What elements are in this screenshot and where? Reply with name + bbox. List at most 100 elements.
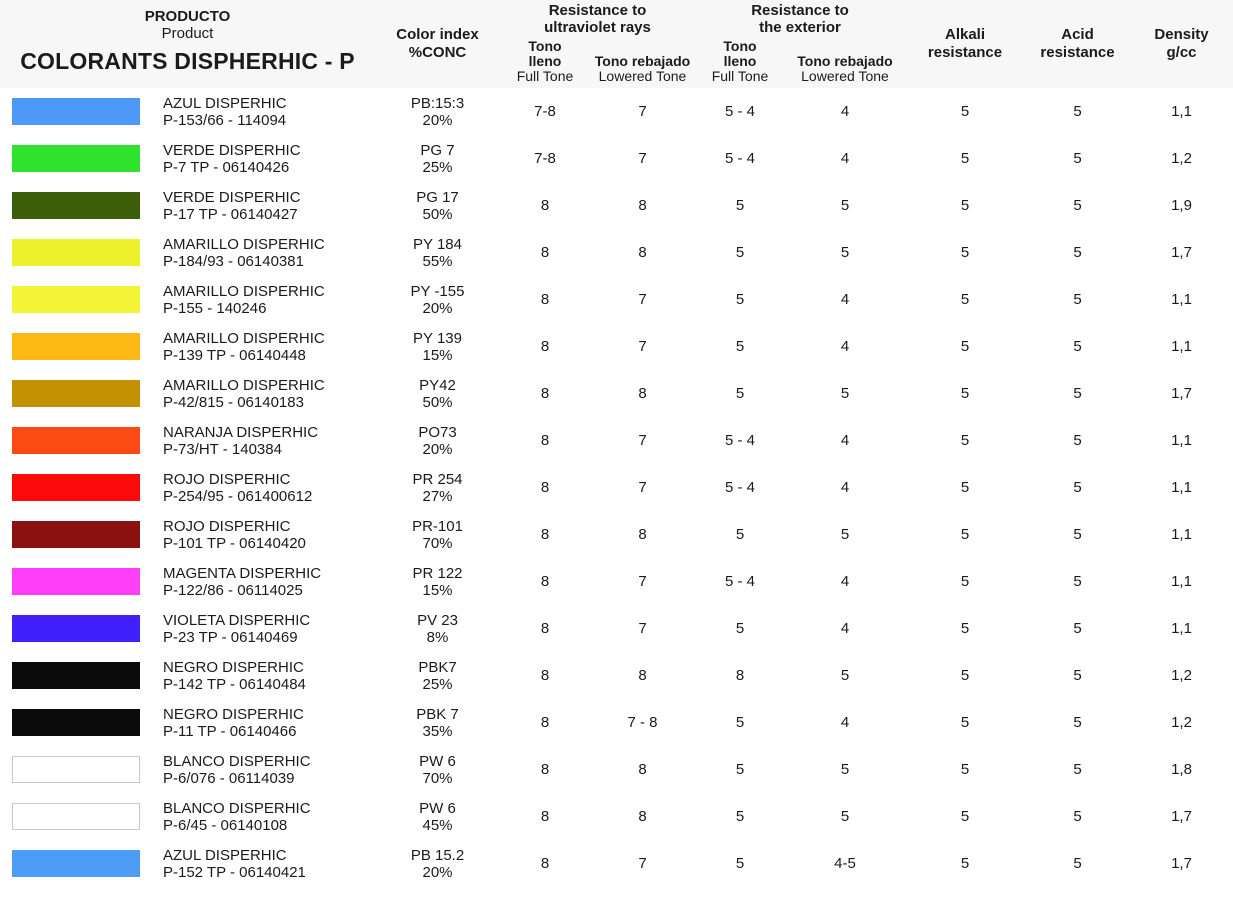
density-value: 1,2 (1171, 667, 1192, 684)
uv-lowered-tone-header: Tono rebajado Lowered Tone (590, 54, 695, 84)
density-value: 1,1 (1171, 620, 1192, 637)
exterior-lowered-tone-value: 5 (840, 526, 850, 543)
color-index-column-header: Color index %CONC (375, 0, 500, 88)
exterior-lowered-tone-value: 4 (840, 150, 850, 167)
table-row: AMARILLO DISPERHIC P-184/93 - 06140381 PY … (0, 229, 1233, 276)
concentration-value: 50% (422, 393, 453, 411)
uv-lowered-tone-value: 7 (638, 338, 647, 355)
swatch-cell (0, 380, 160, 407)
product-name: AMARILLO DISPERHIC (163, 376, 325, 394)
product-cell: AMARILLO DISPERHIC P-42/815 - 06140183 (160, 377, 375, 411)
product-cell: AMARILLO DISPERHIC P-155 - 140246 (160, 283, 375, 317)
alkali-resistance-value: 5 (960, 103, 970, 120)
producto-label: PRODUCTO (144, 8, 231, 25)
color-swatch (12, 239, 140, 266)
table-header: PRODUCTO Product COLORANTS DISPHERHIC - … (0, 0, 1233, 88)
density-value: 1,7 (1171, 855, 1192, 872)
acid-resistance-value: 5 (1073, 103, 1082, 120)
acid-resistance-value: 5 (1073, 385, 1082, 402)
color-index-cell: PW 6 70% (375, 753, 500, 787)
density-value: 1,7 (1171, 385, 1192, 402)
concentration-value: 70% (422, 769, 453, 787)
alkali-resistance-value: 5 (960, 714, 970, 731)
alkali-column-header: Alkali resistance (905, 0, 1025, 88)
density-value: 1,1 (1171, 432, 1192, 449)
table-row: AMARILLO DISPERHIC P-139 TP - 06140448 PY … (0, 323, 1233, 370)
alkali-resistance-label: resistance (927, 44, 1003, 61)
table-row: ROJO DISPERHIC P-101 TP - 06140420 PR-101 7… (0, 511, 1233, 558)
uv-full-tone-value: 8 (540, 432, 550, 449)
full-tone-label: Full Tone (516, 68, 574, 84)
swatch-cell (0, 239, 160, 266)
concentration-value: 45% (422, 816, 453, 834)
color-index-cell: PY42 50% (375, 377, 500, 411)
exterior-lowered-tone-value: 4 (840, 103, 850, 120)
acid-resistance-value: 5 (1073, 432, 1082, 449)
density-value: 1,1 (1171, 526, 1192, 543)
uv-full-tone-value: 8 (540, 714, 550, 731)
color-index-cell: PY -155 20% (375, 283, 500, 317)
density-value: 1,1 (1171, 103, 1192, 120)
alkali-label: Alkali (944, 26, 986, 43)
product-cell: NEGRO DISPERHIC P-11 TP - 06140466 (160, 706, 375, 740)
density-value: 1,7 (1171, 808, 1192, 825)
product-name: VERDE DISPERHIC (163, 188, 301, 206)
concentration-value: 20% (422, 111, 453, 129)
exterior-full-tone-value: 5 (735, 385, 745, 402)
acid-resistance-value: 5 (1073, 573, 1082, 590)
product-name: AZUL DISPERHIC (163, 94, 287, 112)
product-cell: VERDE DISPERHIC P-17 TP - 06140427 (160, 189, 375, 223)
alkali-resistance-value: 5 (960, 244, 970, 261)
density-value: 1,9 (1171, 197, 1192, 214)
concentration-value: 15% (422, 581, 453, 599)
product-cell: BLANCO DISPERHIC P-6/076 - 06114039 (160, 753, 375, 787)
product-name: ROJO DISPERHIC (163, 470, 291, 488)
product-cell: MAGENTA DISPERHIC P-122/86 - 06114025 (160, 565, 375, 599)
product-cell: AMARILLO DISPERHIC P-139 TP - 06140448 (160, 330, 375, 364)
exterior-full-tone-value: 5 (735, 197, 745, 214)
tono-rebajado-label: Tono rebajado (797, 53, 893, 69)
density-value: 1,1 (1171, 338, 1192, 355)
exterior-full-tone-value: 5 - 4 (724, 150, 755, 167)
exterior-lowered-tone-value: 5 (840, 667, 850, 684)
product-code: P-11 TP - 06140466 (163, 722, 297, 740)
product-code: P-254/95 - 061400612 (163, 487, 313, 505)
uv-title-line1: Resistance to (548, 2, 647, 19)
uv-full-tone-value: 8 (540, 479, 550, 496)
exterior-full-tone-value: 5 (735, 526, 745, 543)
exterior-lowered-tone-value: 4 (840, 620, 850, 637)
acid-label: Acid (1061, 26, 1094, 43)
color-swatch (12, 850, 140, 877)
tono-label: Tono (528, 38, 562, 54)
color-swatch (12, 333, 140, 360)
acid-resistance-label: resistance (1040, 44, 1115, 61)
uv-full-tone-value: 7-8 (534, 150, 556, 167)
exterior-full-tone-value: 5 - 4 (724, 103, 755, 120)
density-value: 1,1 (1171, 291, 1192, 308)
product-code: P-6/076 - 06114039 (163, 769, 295, 787)
acid-resistance-value: 5 (1073, 620, 1082, 637)
concentration-value: 20% (422, 440, 453, 458)
exterior-lowered-tone-value: 4 (840, 714, 850, 731)
product-code: P-153/66 - 114094 (163, 111, 287, 129)
alkali-resistance-value: 5 (960, 667, 970, 684)
uv-full-tone-value: 8 (540, 244, 550, 261)
uv-lowered-tone-value: 8 (638, 808, 647, 825)
uv-lowered-tone-value: 7 (638, 573, 647, 590)
swatch-cell (0, 662, 160, 689)
color-swatch (12, 521, 140, 548)
acid-resistance-value: 5 (1073, 197, 1082, 214)
color-index-value: PG 17 (416, 188, 459, 206)
color-index-value: PR-101 (412, 517, 463, 535)
color-swatch (12, 615, 140, 642)
color-index-value: PBK 7 (416, 705, 459, 723)
uv-lowered-tone-value: 7 (638, 432, 647, 449)
color-swatch (12, 427, 140, 454)
table-row: AZUL DISPERHIC P-153/66 - 114094 PB:15:3 20… (0, 88, 1233, 135)
concentration-value: 15% (422, 346, 453, 364)
swatch-cell (0, 709, 160, 736)
swatch-cell (0, 192, 160, 219)
density-value: 1,2 (1171, 714, 1192, 731)
color-index-value: PW 6 (419, 752, 456, 770)
alkali-resistance-value: 5 (960, 620, 970, 637)
